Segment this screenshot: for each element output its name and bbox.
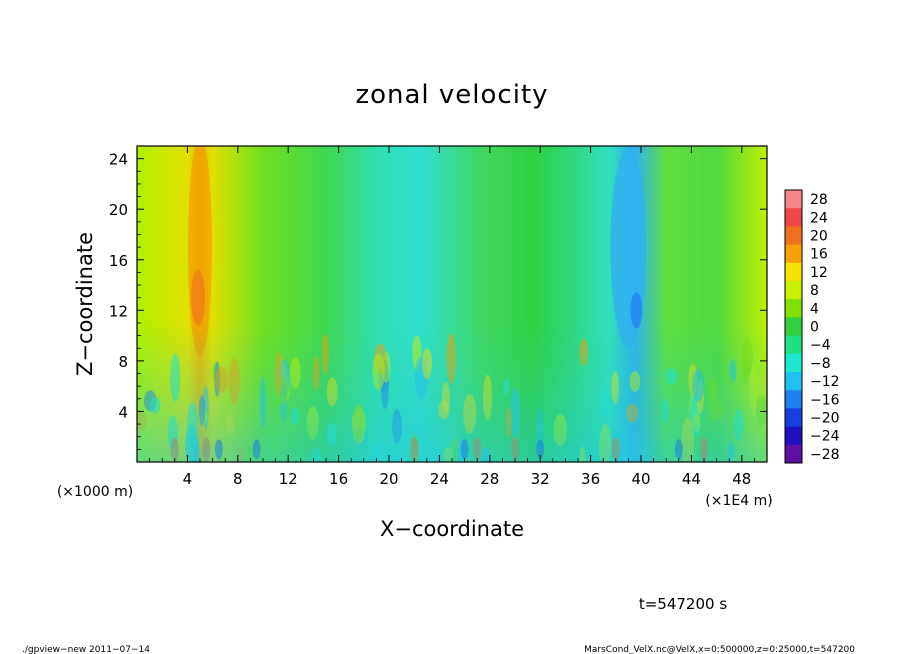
x-axis-label: X−coordinate [380,517,524,541]
y-tick-label: 16 [109,252,128,270]
y-tick-label: 20 [109,201,128,219]
colorbar-swatch [785,372,802,391]
x-axis: 4 8 12 16 20 24 28 32 36 40 44 48 [149,146,755,488]
colorbar-label: −16 [810,392,840,408]
colorbar-swatch [785,390,802,409]
colorbar-label: −12 [810,374,840,390]
x-unit-right: (×1E4 m) [705,493,772,509]
colorbar-swatch [785,281,802,300]
colorbar-frame [784,189,803,464]
colorbar-label: 8 [810,283,819,299]
x-tick-label: 28 [480,470,499,488]
colorbar-label: −24 [810,429,840,445]
colorbar-label: 4 [810,301,819,317]
x-tick-label: 48 [732,470,751,488]
colorbar-swatch [785,408,802,428]
chart-title: zonal velocity [355,80,548,110]
y-tick-label: 24 [109,151,128,169]
colorbar-swatch [785,426,802,446]
colorbar-swatch [785,335,802,355]
x-tick-label: 40 [631,470,650,488]
colorbar-label: −8 [810,356,831,372]
colorbar-swatch [785,190,802,209]
colorbar-label: 0 [810,320,819,336]
colorbar-swatch [785,299,802,318]
colorbar-label: 24 [810,210,828,226]
x-tick-label: 36 [581,470,600,488]
time-label: t=547200 s [639,595,727,613]
x-tick-label: 16 [329,470,348,488]
colorbar-swatch [785,353,802,373]
x-tick-label: 8 [233,470,243,488]
colorbar-label: 20 [810,229,828,245]
colorbar-swatch [785,244,802,264]
x-tick-label: 44 [682,470,701,488]
colorbar: 28 24 20 16 12 8 4 0 −4 −8 −12 −16 −20 −24 −28 [784,189,840,464]
y-tick-label: 4 [118,403,128,421]
x-tick-label: 24 [430,470,449,488]
colorbar-swatch [785,262,802,282]
plot-area [137,146,767,462]
colorbar-label: −20 [810,411,840,427]
colorbar-label: −4 [810,338,831,354]
colorbar-label: 28 [810,192,828,208]
colorbar-label: 12 [810,265,828,281]
x-tick-label: 20 [379,470,398,488]
colorbar-swatch [785,208,802,227]
colorbar-swatch [785,444,802,464]
footer-right: MarsCond_VelX.nc@VelX,x=0:500000,z=0:250… [584,645,855,654]
colorbar-swatch [785,226,802,246]
y-tick-label: 12 [109,302,128,320]
colorbar-swatch [785,317,802,337]
heatmap-bottom-layer [137,146,767,462]
y-tick-label: 8 [118,353,128,371]
colorbar-label: 16 [810,247,828,263]
y-axis: 4 8 12 16 20 24 [109,151,767,450]
x-tick-label: 4 [183,470,193,488]
footer-left: ./gpview−new 2011−07−14 [22,645,150,654]
x-unit-left: (×1000 m) [57,484,133,500]
colorbar-label: −28 [810,447,840,463]
y-axis-label: Z−coordinate [73,232,97,376]
x-tick-label: 12 [279,470,298,488]
x-tick-label: 32 [531,470,550,488]
